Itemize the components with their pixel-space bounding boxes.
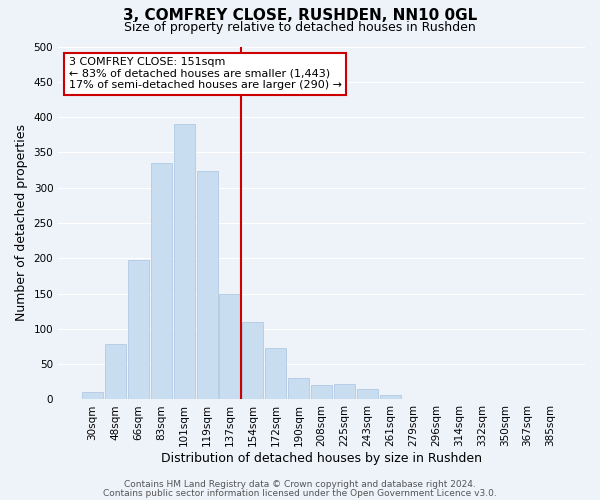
Bar	[403, 399, 424, 400]
Bar	[105, 344, 126, 400]
Bar	[334, 384, 355, 400]
Bar	[288, 378, 309, 400]
Text: 3, COMFREY CLOSE, RUSHDEN, NN10 0GL: 3, COMFREY CLOSE, RUSHDEN, NN10 0GL	[123, 8, 477, 22]
Bar	[311, 386, 332, 400]
Bar	[357, 389, 378, 400]
Bar	[242, 322, 263, 400]
Bar	[265, 348, 286, 400]
Text: 3 COMFREY CLOSE: 151sqm
← 83% of detached houses are smaller (1,443)
17% of semi: 3 COMFREY CLOSE: 151sqm ← 83% of detache…	[69, 57, 342, 90]
Bar	[128, 260, 149, 400]
Text: Contains public sector information licensed under the Open Government Licence v3: Contains public sector information licen…	[103, 488, 497, 498]
Bar	[82, 392, 103, 400]
Bar	[197, 172, 218, 400]
Bar	[380, 395, 401, 400]
Text: Size of property relative to detached houses in Rushden: Size of property relative to detached ho…	[124, 21, 476, 34]
Bar	[220, 294, 241, 400]
Y-axis label: Number of detached properties: Number of detached properties	[15, 124, 28, 322]
X-axis label: Distribution of detached houses by size in Rushden: Distribution of detached houses by size …	[161, 452, 482, 465]
Text: Contains HM Land Registry data © Crown copyright and database right 2024.: Contains HM Land Registry data © Crown c…	[124, 480, 476, 489]
Bar	[173, 124, 195, 400]
Bar	[151, 163, 172, 400]
